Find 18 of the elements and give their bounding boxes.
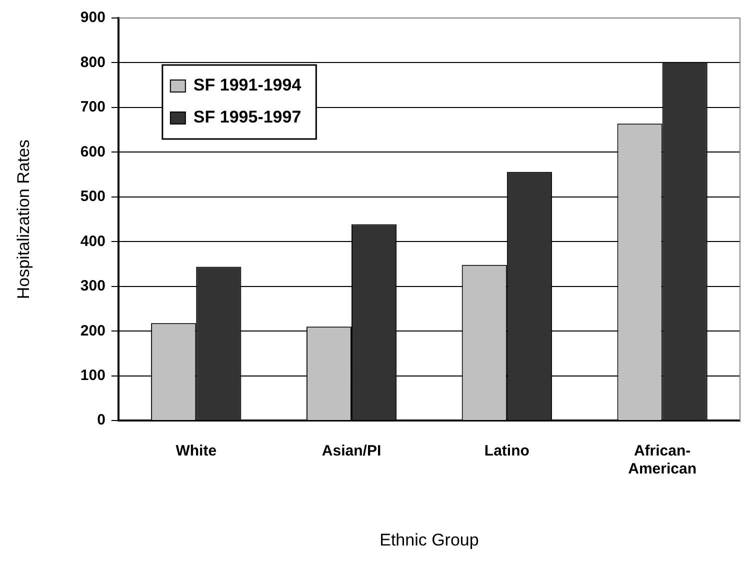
y-tick-label: 500: [80, 188, 106, 206]
x-tick-label: Latino: [484, 442, 530, 460]
y-tick-label: 900: [80, 9, 106, 26]
x-tick-label: African-American: [628, 442, 696, 478]
x-axis-title: Ethnic Group: [380, 530, 479, 550]
y-tick-label: 300: [80, 278, 106, 295]
y-tick-label: 800: [80, 54, 106, 71]
y-axis-title: Hospitalization Rates: [14, 139, 33, 300]
y-tick-label: 700: [80, 98, 106, 116]
y-tick-label: 0: [97, 412, 106, 429]
x-tick-label: White: [176, 442, 217, 460]
y-tick-label: 100: [80, 367, 106, 384]
y-tick-label: 600: [80, 143, 106, 160]
y-tick-label: 200: [80, 322, 106, 340]
x-tick-label: Asian/PI: [322, 442, 382, 460]
legend-label: SF 1995-1997: [193, 108, 302, 127]
y-tick-label: 400: [80, 232, 106, 250]
legend-label: SF 1991-1994: [193, 76, 302, 95]
